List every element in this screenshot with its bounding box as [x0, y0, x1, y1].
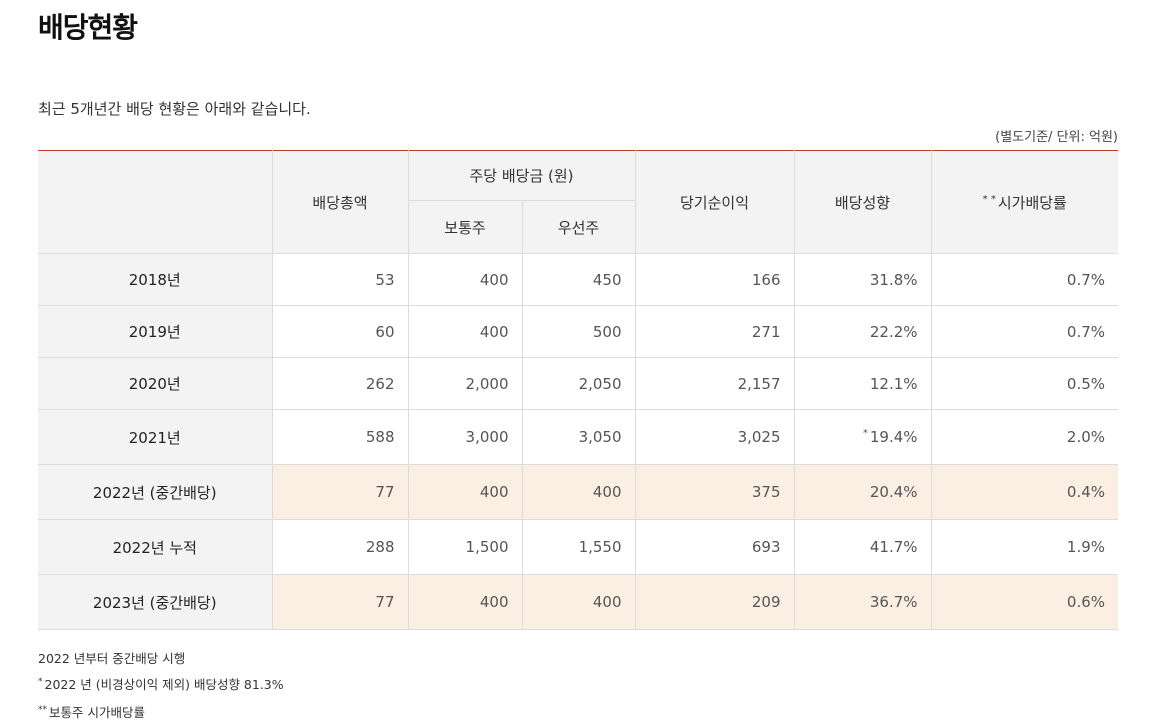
cell-preferred-dps: 450: [521, 253, 636, 306]
yield-footnote-mark: * *: [982, 193, 996, 205]
cell-common-dps: 400: [407, 464, 523, 520]
table-row: 2021년 588 3,000 3,050 3,025 * 19.4% 2.0%: [38, 409, 1119, 465]
cell-payout-ratio: 20.4%: [793, 464, 932, 520]
cell-common-dps: 2,000: [407, 357, 523, 410]
footnote-mark-single: *: [38, 677, 43, 687]
cell-preferred-dps: 2,050: [521, 357, 636, 410]
cell-common-dps: 400: [407, 574, 523, 630]
cell-year: 2022년 (중간배당): [38, 464, 273, 520]
cell-common-dps: 400: [407, 305, 523, 358]
footnotes: 2022 년부터 중간배당 시행 * 2022 년 (비경상이익 제외) 배당성향…: [38, 646, 284, 723]
cell-total-dividend: 288: [271, 519, 409, 575]
cell-net-income: 375: [634, 464, 795, 520]
cell-payout-ratio: 31.8%: [793, 253, 932, 306]
payout-footnote-mark: *: [862, 428, 868, 439]
footnote-payout-exclusion-text: 2022 년 (비경상이익 제외) 배당성향 81.3%: [44, 677, 284, 692]
cell-net-income: 3,025: [634, 409, 795, 465]
cell-year: 2019년: [38, 305, 273, 358]
intro-text: 최근 5개년간 배당 현황은 아래와 같습니다.: [38, 100, 311, 118]
cell-dividend-yield: 0.5%: [930, 357, 1119, 410]
cell-common-dps: 3,000: [407, 409, 523, 465]
cell-net-income: 166: [634, 253, 795, 306]
table-row: 2019년 60 400 500 271 22.2% 0.7%: [38, 305, 1119, 358]
table-row: 2023년 (중간배당) 77 400 400 209 36.7% 0.6%: [38, 574, 1119, 630]
cell-total-dividend: 77: [271, 574, 409, 630]
cell-dividend-yield: 0.7%: [930, 305, 1119, 358]
dividend-table: 배당총액 주당 배당금 (원) 당기순이익 배당성향 * * 시가배당률 보통주 …: [38, 150, 1119, 630]
cell-preferred-dps: 1,550: [521, 519, 636, 575]
cell-dividend-yield: 0.4%: [930, 464, 1119, 520]
footnote-mark-double: **: [38, 705, 47, 715]
cell-payout-ratio: 36.7%: [793, 574, 932, 630]
cell-net-income: 271: [634, 305, 795, 358]
cell-payout-ratio: 41.7%: [793, 519, 932, 575]
page-title: 배당현황: [38, 11, 138, 44]
cell-preferred-dps: 500: [521, 305, 636, 358]
cell-common-dps: 400: [407, 253, 523, 306]
cell-dividend-yield: 0.7%: [930, 253, 1119, 306]
cell-payout-ratio: * 19.4%: [793, 409, 932, 465]
cell-preferred-dps: 400: [521, 464, 636, 520]
payout-value: 19.4%: [869, 428, 918, 446]
cell-year: 2022년 누적: [38, 519, 273, 575]
header-total-dividend: 배당총액: [271, 150, 409, 254]
header-dividend-yield-label: 시가배당률: [997, 193, 1067, 212]
cell-dividend-yield: 2.0%: [930, 409, 1119, 465]
cell-dividend-yield: 0.6%: [930, 574, 1119, 630]
table-row: 2018년 53 400 450 166 31.8% 0.7%: [38, 253, 1119, 306]
cell-payout-ratio: 12.1%: [793, 357, 932, 410]
cell-total-dividend: 588: [271, 409, 409, 465]
cell-preferred-dps: 3,050: [521, 409, 636, 465]
header-year: [38, 150, 273, 254]
cell-net-income: 209: [634, 574, 795, 630]
cell-net-income: 693: [634, 519, 795, 575]
cell-total-dividend: 60: [271, 305, 409, 358]
cell-common-dps: 1,500: [407, 519, 523, 575]
cell-year: 2018년: [38, 253, 273, 306]
footnote-payout-exclusion: * 2022 년 (비경상이익 제외) 배당성향 81.3%: [38, 672, 284, 700]
cell-payout-ratio: 22.2%: [793, 305, 932, 358]
cell-preferred-dps: 400: [521, 574, 636, 630]
footnote-yield-definition: ** 보통주 시가배당률: [38, 700, 284, 723]
header-common-stock: 보통주: [408, 200, 523, 254]
cell-total-dividend: 77: [271, 464, 409, 520]
header-payout-ratio: 배당성향: [793, 150, 932, 254]
footnote-interim-start: 2022 년부터 중간배당 시행: [38, 651, 186, 666]
header-dividend-yield: * * 시가배당률: [930, 150, 1119, 254]
cell-year: 2021년: [38, 409, 273, 465]
header-preferred-stock: 우선주: [521, 200, 636, 254]
table-row: 2022년 (중간배당) 77 400 400 375 20.4% 0.4%: [38, 464, 1119, 520]
table-row: 2020년 262 2,000 2,050 2,157 12.1% 0.5%: [38, 357, 1119, 410]
cell-dividend-yield: 1.9%: [930, 519, 1119, 575]
cell-year: 2023년 (중간배당): [38, 574, 273, 630]
cell-net-income: 2,157: [634, 357, 795, 410]
cell-total-dividend: 53: [271, 253, 409, 306]
cell-total-dividend: 262: [271, 357, 409, 410]
cell-year: 2020년: [38, 357, 273, 410]
table-row: 2022년 누적 288 1,500 1,550 693 41.7% 1.9%: [38, 519, 1119, 575]
footnote-yield-definition-text: 보통주 시가배당률: [49, 705, 145, 720]
header-dividend-per-share: 주당 배당금 (원): [407, 150, 636, 201]
header-net-income: 당기순이익: [634, 150, 795, 254]
unit-note: (별도기준/ 단위: 억원): [995, 130, 1118, 145]
